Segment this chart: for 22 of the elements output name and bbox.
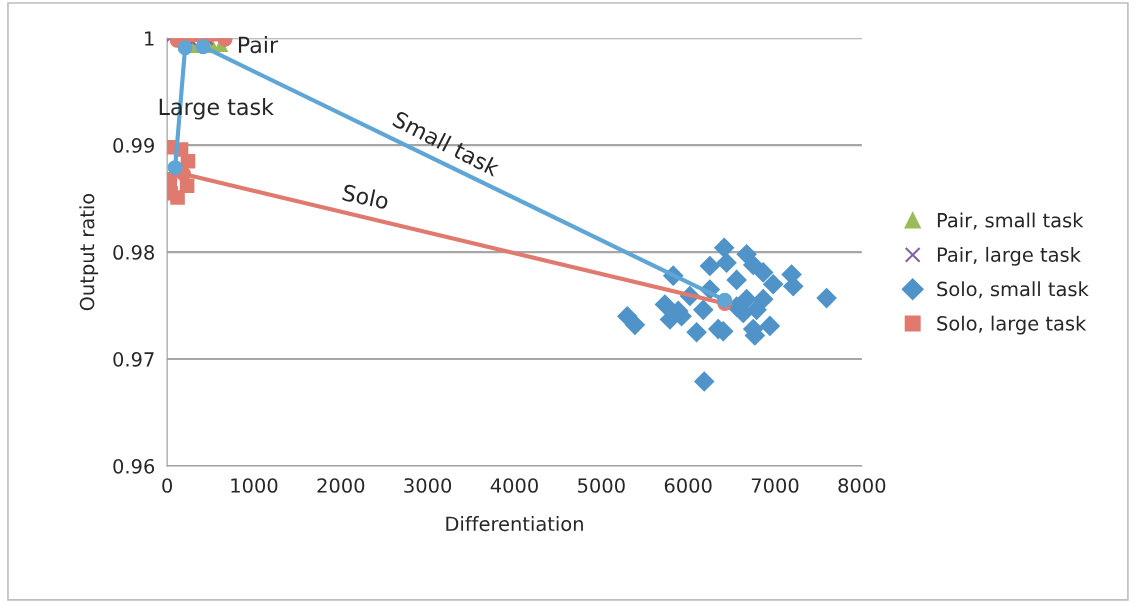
x-tick-label: 5000 — [578, 478, 625, 493]
y-tick-label: 0.96 — [113, 458, 155, 474]
x-tick-label: 8000 — [838, 478, 886, 493]
legend-label: Pair, small task — [937, 212, 1084, 230]
y-tick-label: 1 — [145, 31, 154, 46]
x-tick-label: 0 — [162, 478, 173, 493]
y-tick-label: 0.98 — [113, 245, 154, 260]
annotation: Pair — [238, 35, 279, 54]
x-tick-label: 7000 — [751, 478, 799, 493]
legend-label: Pair, large task — [937, 246, 1081, 266]
x-tick-label: 3000 — [404, 478, 452, 493]
x-tick-label: 6000 — [664, 478, 712, 493]
legend-label: Solo, small task — [937, 281, 1089, 299]
y-axis-title: Output ratio — [79, 193, 99, 311]
y-tick-label: 0.97 — [113, 352, 154, 367]
x-tick-label: 2000 — [317, 478, 365, 493]
annotation: Solo — [342, 183, 390, 210]
x-tick-label: 1000 — [231, 478, 278, 493]
x-axis-title: Differentiation — [446, 516, 583, 532]
y-tick-label: 0.99 — [113, 138, 154, 153]
legend-label: Solo, large task — [937, 315, 1087, 335]
x-tick-label: 4000 — [490, 478, 538, 493]
